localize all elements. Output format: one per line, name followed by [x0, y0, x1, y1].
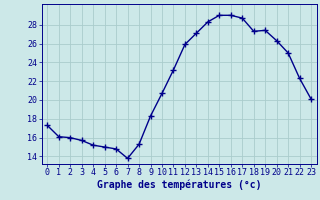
X-axis label: Graphe des températures (°c): Graphe des températures (°c)	[97, 180, 261, 190]
